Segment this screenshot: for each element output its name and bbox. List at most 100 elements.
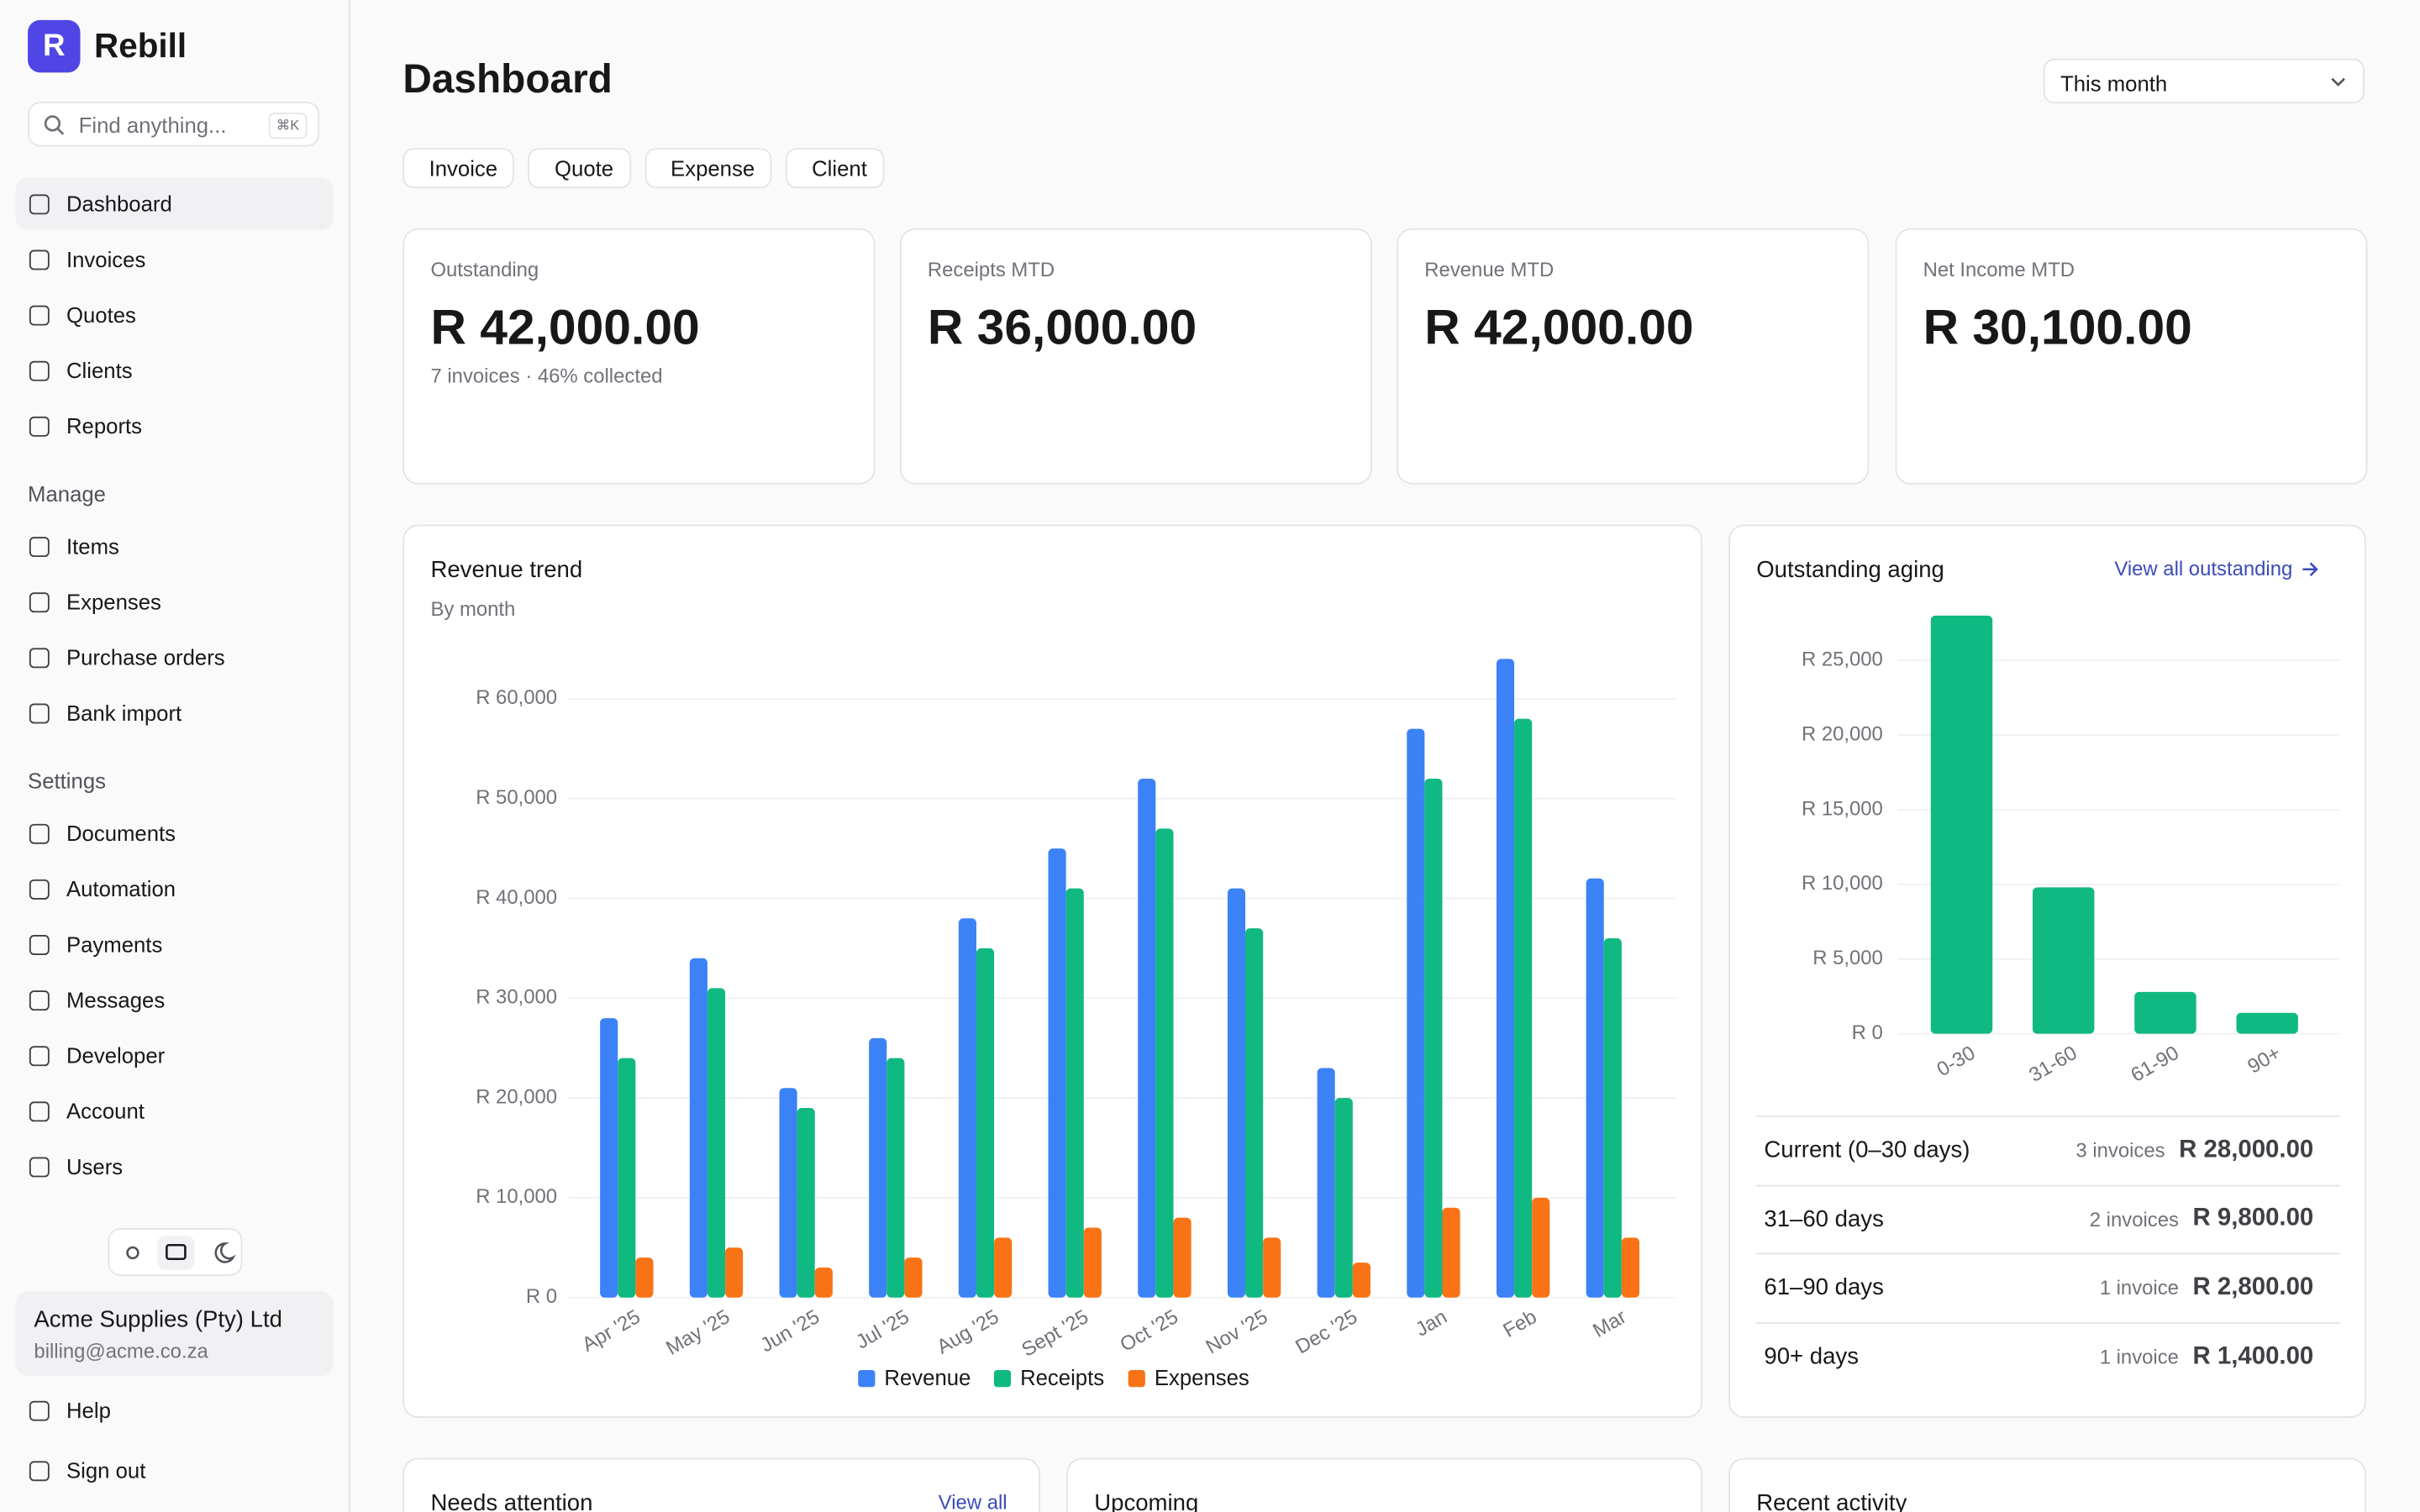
nav-item[interactable]: Account xyxy=(15,1084,333,1137)
kpi-card: Revenue MTD R 42,000.00 xyxy=(1397,228,1870,485)
nav-label: Bank import xyxy=(66,700,182,726)
nav-label: Items xyxy=(66,533,119,559)
action-button[interactable]: Client xyxy=(785,148,885,189)
nav-item[interactable]: Help xyxy=(15,1384,333,1436)
row-count: 2 invoices xyxy=(2089,1207,2179,1231)
nav-label: Sign out xyxy=(66,1457,146,1483)
nav-icon xyxy=(29,1460,50,1481)
nav-item[interactable]: Documents xyxy=(15,807,333,859)
period-label: This month xyxy=(2060,71,2168,96)
view-link[interactable]: View all outstanding xyxy=(2114,557,2320,580)
action-button[interactable]: Invoice xyxy=(402,148,515,189)
nav-icon xyxy=(29,990,50,1011)
shortcut: ⌘K xyxy=(268,113,308,139)
row-label: 90+ days xyxy=(1764,1343,1859,1371)
logo: R xyxy=(28,19,81,73)
card-title: Revenue trend xyxy=(430,557,583,584)
kpi-card: Receipts MTD R 36,000.00 xyxy=(899,228,1372,485)
nav-item[interactable]: Users xyxy=(15,1140,333,1192)
row-amount: R 2,800.00 xyxy=(2192,1273,2314,1301)
nav-icon xyxy=(29,304,50,325)
row-label: 31–60 days xyxy=(1764,1205,1884,1232)
row-label: 61–90 days xyxy=(1764,1274,1884,1302)
search-placeholder: Find anything... xyxy=(78,113,227,138)
nav-icon xyxy=(29,360,50,381)
nav-label: Payments xyxy=(66,932,163,957)
period-select[interactable]: This month xyxy=(2043,58,2365,104)
nav-icon xyxy=(29,702,50,723)
nav-item[interactable]: Dashboard xyxy=(15,177,334,230)
kpi-value: R 42,000.00 xyxy=(430,299,700,355)
row-amount: R 28,000.00 xyxy=(2179,1136,2314,1163)
nav-item[interactable]: Quotes xyxy=(15,288,333,340)
account-email: billing@acme.co.za xyxy=(34,1339,208,1362)
search-icon xyxy=(44,115,65,135)
bottom-card: Needs attention View all xyxy=(402,1457,1040,1512)
aging-row[interactable]: 31–60 days 2 invoices R 9,800.00 xyxy=(1756,1184,2340,1252)
kpi-label: Outstanding xyxy=(430,257,539,281)
nav-label: Messages xyxy=(66,987,166,1012)
action-button[interactable]: Quote xyxy=(528,148,631,189)
nav-label: Purchase orders xyxy=(66,644,225,670)
nav-icon xyxy=(29,249,50,270)
kpi-label: Receipts MTD xyxy=(927,257,1055,281)
nav-label: Developer xyxy=(66,1042,166,1068)
nav-icon xyxy=(29,1399,50,1420)
nav-item[interactable]: Purchase orders xyxy=(15,631,333,683)
nav-item[interactable]: Sign out xyxy=(15,1444,333,1496)
bottom-card: Upcoming xyxy=(1066,1457,1702,1512)
section-heading: Manage xyxy=(28,481,106,507)
section-heading: Settings xyxy=(28,768,106,794)
nav-item[interactable]: Invoices xyxy=(15,233,333,285)
nav-icon xyxy=(29,647,50,668)
aging-row[interactable]: 61–90 days 1 invoice R 2,800.00 xyxy=(1756,1253,2340,1321)
kpi-note: 7 invoices · 46% collected xyxy=(430,364,663,388)
action-button[interactable]: Expense xyxy=(644,148,772,189)
nav-icon xyxy=(29,591,50,612)
kpi-card: Outstanding R 42,000.00 7 invoices · 46% c… xyxy=(402,228,876,485)
kpi-label: Revenue MTD xyxy=(1424,257,1555,281)
brand-name: Rebill xyxy=(94,26,187,66)
card-title: Recent activity xyxy=(1756,1490,1907,1512)
revenue-card: Revenue trend By month xyxy=(402,524,1702,1418)
nav-label: Automation xyxy=(66,876,176,901)
nav-label: Reports xyxy=(66,413,143,438)
action-label: Client xyxy=(812,155,867,181)
kpi-value: R 36,000.00 xyxy=(927,299,1197,355)
action-label: Expense xyxy=(671,155,755,181)
nav-item[interactable]: Messages xyxy=(15,974,333,1026)
nav-icon xyxy=(29,879,50,899)
kpi-value: R 42,000.00 xyxy=(1424,299,1694,355)
nav-item[interactable]: Items xyxy=(15,520,333,572)
aging-row[interactable]: 90+ days 1 invoice R 1,400.00 xyxy=(1756,1322,2340,1390)
nav-label: Users xyxy=(66,1153,124,1179)
nav-item[interactable]: Payments xyxy=(15,918,333,970)
search-box[interactable]: Find anything... ⌘K xyxy=(28,102,320,147)
nav-item[interactable]: Expenses xyxy=(15,575,333,627)
kpi-value: R 30,100.00 xyxy=(1923,299,2192,355)
nav-item[interactable]: Clients xyxy=(15,344,333,396)
aging-row[interactable]: Current (0–30 days) 3 invoices R 28,000.00 xyxy=(1756,1115,2340,1184)
card-title: Outstanding aging xyxy=(1756,557,1944,584)
kpi-card: Net Income MTD R 30,100.00 xyxy=(1895,228,2368,485)
nav-item[interactable]: Automation xyxy=(15,863,333,915)
theme-icons xyxy=(126,1236,236,1270)
nav-label: Account xyxy=(66,1098,145,1124)
nav-item[interactable]: Developer xyxy=(15,1029,333,1081)
row-amount: R 9,800.00 xyxy=(2192,1205,2314,1232)
nav-item[interactable]: Bank import xyxy=(15,686,333,738)
theme-toggle[interactable] xyxy=(108,1228,243,1276)
account-box[interactable]: Acme Supplies (Pty) Ltd billing@acme.co.… xyxy=(15,1291,334,1377)
link-text: View all outstanding xyxy=(2114,557,2293,580)
card-title: Needs attention xyxy=(430,1490,593,1512)
row-label: Current (0–30 days) xyxy=(1764,1137,1970,1163)
nav-item[interactable]: Reports xyxy=(15,400,333,452)
account-name: Acme Supplies (Pty) Ltd xyxy=(34,1306,282,1333)
row-count: 3 invoices xyxy=(2075,1138,2165,1163)
nav-icon xyxy=(29,1156,50,1177)
view-link[interactable]: View all xyxy=(938,1490,1007,1512)
nav-label: Expenses xyxy=(66,589,161,615)
nav-icon xyxy=(29,1045,50,1066)
chevron xyxy=(2331,77,2345,87)
